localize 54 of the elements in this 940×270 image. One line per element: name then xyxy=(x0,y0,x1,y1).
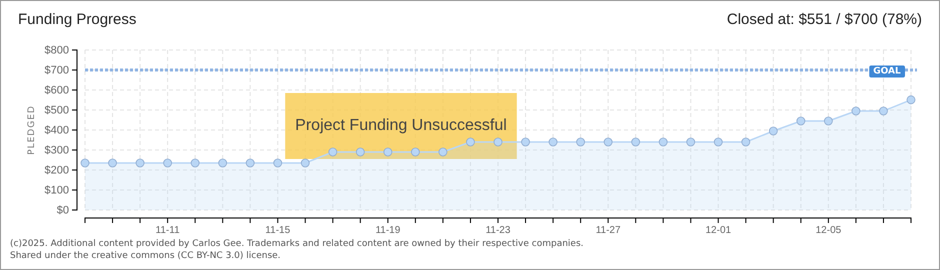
x-tick-label: 11-11 xyxy=(156,225,180,236)
point xyxy=(714,138,723,146)
point xyxy=(879,106,888,116)
chart-subtitle: Closed at: $551 / $700 (78%) xyxy=(726,11,922,28)
point xyxy=(631,138,640,146)
point xyxy=(824,116,833,126)
point xyxy=(604,138,613,146)
point xyxy=(246,158,255,168)
annotation: Project Funding Unsuccessful xyxy=(295,117,507,134)
y-tick-label: $600 xyxy=(44,84,69,97)
point xyxy=(658,138,668,146)
point xyxy=(686,138,696,146)
point xyxy=(741,138,750,146)
point xyxy=(218,158,228,168)
y-tick-label: $700 xyxy=(44,64,69,77)
point xyxy=(768,126,778,136)
x-tick-label: 11-19 xyxy=(375,225,401,236)
point xyxy=(466,138,475,146)
point xyxy=(190,158,200,168)
y-tick-label: $100 xyxy=(44,184,69,197)
y-tick-label: $0 xyxy=(56,204,69,217)
point xyxy=(521,138,530,146)
point xyxy=(494,138,502,146)
y-tick-label: $500 xyxy=(44,104,69,117)
point xyxy=(548,138,558,146)
x-tick-label: 11-15 xyxy=(265,225,291,236)
point xyxy=(576,138,585,146)
y-tick-label: $800 xyxy=(44,44,69,57)
point xyxy=(136,158,144,168)
y-axis-title: PLEDGED xyxy=(27,105,37,155)
ref-line-label: GOAL xyxy=(873,66,902,76)
point xyxy=(273,158,282,168)
point xyxy=(163,158,172,168)
y-tick-label: $400 xyxy=(44,124,69,137)
point xyxy=(383,148,392,156)
chart-title: Funding Progress xyxy=(18,11,136,28)
text: (c)2025. Additional content provided by Carlos Gee. Trademarks and related content are owned by their respective companies. xyxy=(10,239,584,249)
point xyxy=(411,148,420,156)
y-tick-label: $200 xyxy=(44,164,69,177)
y-tick-label: $300 xyxy=(44,144,69,157)
x-tick-label: 11-27 xyxy=(596,225,621,236)
point xyxy=(108,158,117,168)
point xyxy=(328,148,338,156)
point xyxy=(852,106,860,116)
x-tick-label: 12-01 xyxy=(705,225,732,236)
text: Shared under the creative commons (CC BY-NC 3.0) license. xyxy=(10,251,281,261)
point xyxy=(438,148,448,156)
x-tick-label: 11-23 xyxy=(486,225,511,236)
point xyxy=(796,116,806,126)
point xyxy=(356,148,365,156)
point xyxy=(300,158,310,168)
x-tick-label: 12-05 xyxy=(816,225,842,236)
point xyxy=(906,95,916,104)
point xyxy=(80,158,90,168)
